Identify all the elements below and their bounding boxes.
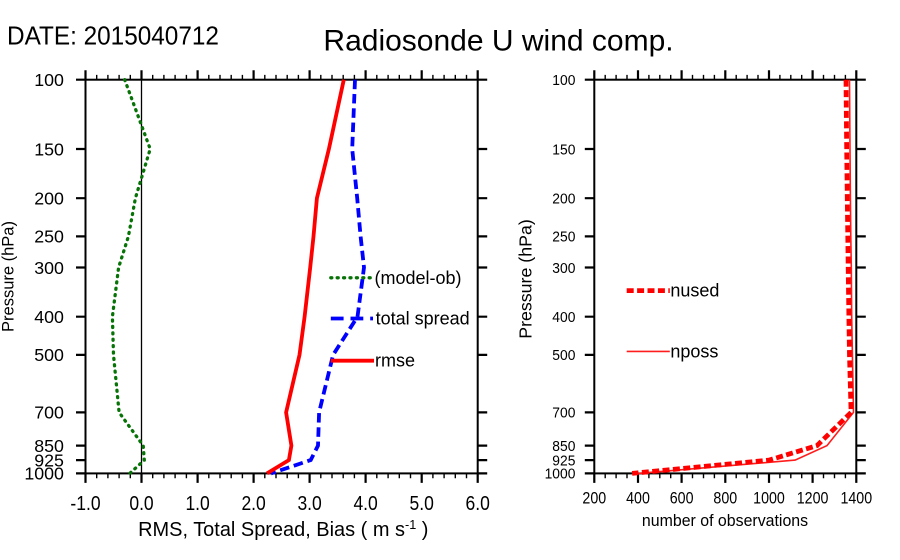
svg-text:5.0: 5.0	[410, 492, 434, 514]
svg-text:500: 500	[552, 348, 575, 365]
svg-text:1200: 1200	[797, 490, 829, 508]
svg-text:(model-ob): (model-ob)	[375, 268, 462, 288]
svg-text:-1.0: -1.0	[70, 492, 100, 514]
svg-text:4.0: 4.0	[353, 492, 377, 514]
svg-text:1400: 1400	[840, 490, 872, 508]
svg-text:600: 600	[670, 490, 694, 508]
svg-text:400: 400	[552, 310, 575, 327]
svg-text:300: 300	[552, 260, 575, 277]
svg-text:200: 200	[582, 490, 606, 508]
svg-text:250: 250	[552, 229, 575, 246]
svg-text:3.0: 3.0	[297, 492, 321, 514]
svg-text:Pressure (hPa): Pressure (hPa)	[0, 221, 18, 332]
svg-text:0.0: 0.0	[129, 492, 153, 514]
svg-text:RMS, Total Spread, Bias ( m s-: RMS, Total Spread, Bias ( m s-1 )	[138, 517, 428, 541]
svg-text:700: 700	[34, 403, 64, 423]
svg-text:850: 850	[552, 438, 575, 455]
svg-text:1000: 1000	[24, 464, 64, 484]
svg-text:100: 100	[34, 70, 64, 90]
svg-text:850: 850	[34, 436, 64, 456]
svg-text:total spread: total spread	[376, 309, 470, 329]
svg-text:800: 800	[713, 490, 737, 508]
svg-text:nposs: nposs	[670, 342, 718, 362]
svg-text:200: 200	[34, 189, 64, 209]
svg-text:100: 100	[552, 73, 575, 90]
svg-text:200: 200	[552, 191, 575, 208]
svg-text:Radiosonde U wind comp.: Radiosonde U wind comp.	[323, 24, 673, 57]
svg-text:6.0: 6.0	[466, 492, 490, 514]
svg-text:500: 500	[34, 345, 64, 365]
svg-text:Pressure (hPa): Pressure (hPa)	[516, 219, 536, 339]
svg-text:400: 400	[34, 307, 64, 327]
svg-text:700: 700	[552, 405, 575, 422]
svg-text:400: 400	[626, 490, 650, 508]
svg-text:rmse: rmse	[375, 351, 415, 371]
svg-text:DATE: 2015040712: DATE: 2015040712	[7, 22, 219, 51]
svg-text:925: 925	[34, 450, 64, 470]
svg-text:1000: 1000	[753, 490, 785, 508]
svg-text:number of observations: number of observations	[642, 511, 808, 530]
svg-text:300: 300	[34, 258, 64, 278]
svg-text:1.0: 1.0	[185, 492, 209, 514]
svg-text:150: 150	[34, 139, 64, 159]
svg-text:1000: 1000	[545, 466, 576, 483]
svg-text:nused: nused	[670, 281, 719, 301]
svg-text:250: 250	[34, 227, 64, 247]
svg-text:925: 925	[552, 453, 575, 470]
svg-text:150: 150	[552, 142, 575, 159]
svg-text:2.0: 2.0	[241, 492, 265, 514]
